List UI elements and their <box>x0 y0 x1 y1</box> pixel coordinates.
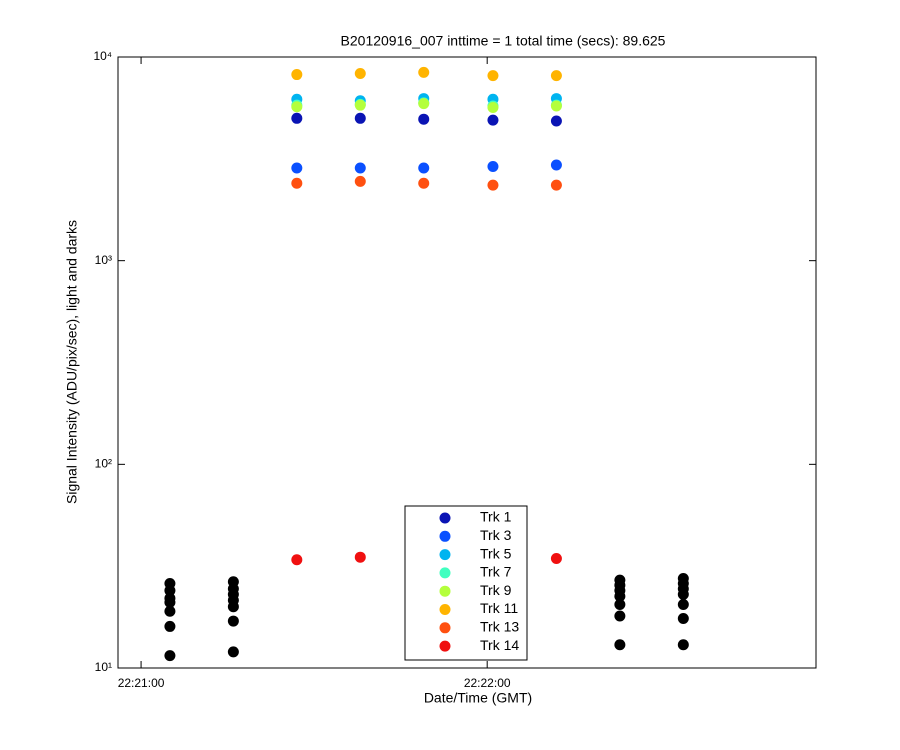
point <box>418 113 430 125</box>
point <box>550 115 562 127</box>
legend-marker <box>439 530 451 542</box>
point <box>354 551 366 563</box>
legend-label: Trk 9 <box>480 582 512 598</box>
point <box>354 67 366 79</box>
legend-label: Trk 5 <box>480 545 512 561</box>
legend-label: Trk 14 <box>480 637 519 653</box>
point <box>164 585 176 597</box>
point <box>677 588 689 600</box>
point <box>291 554 303 566</box>
point <box>550 70 562 82</box>
point <box>354 162 366 174</box>
point <box>614 599 626 611</box>
point <box>227 615 239 627</box>
point <box>164 605 176 617</box>
plot <box>164 66 689 662</box>
point <box>487 101 499 113</box>
point <box>677 639 689 651</box>
legend: Trk 1 Trk 3 Trk 5 Trk 7 Trk 9 Trk 11 Trk 13 Trk… <box>404 505 528 661</box>
legend-label: Trk 11 <box>480 600 518 616</box>
y-tick-label: 10¹ <box>95 660 112 674</box>
point <box>291 101 303 113</box>
point <box>614 590 626 602</box>
legend-marker <box>439 640 451 652</box>
legend-label: Trk 13 <box>480 619 519 635</box>
point <box>418 177 430 189</box>
y-axis-label: Signal Intensity (ADU/pix/sec), light an… <box>64 220 80 504</box>
point <box>487 70 499 82</box>
point <box>550 552 562 564</box>
point <box>164 596 176 608</box>
point <box>227 601 239 613</box>
point <box>227 646 239 658</box>
point <box>418 66 430 78</box>
y-tick-label: 10² <box>95 457 112 471</box>
point <box>550 179 562 191</box>
x-tick-label: 22:21:00 <box>118 676 165 690</box>
point <box>550 159 562 171</box>
point <box>354 175 366 187</box>
point <box>487 179 499 191</box>
point <box>418 98 430 110</box>
legend-marker <box>439 567 451 579</box>
legend-label: Trk 3 <box>480 527 512 543</box>
legend-label: Trk 7 <box>480 564 512 580</box>
point <box>550 100 562 112</box>
point <box>164 620 176 632</box>
x-tick-label: 22:22:00 <box>464 676 511 690</box>
point <box>614 639 626 651</box>
point <box>487 114 499 126</box>
point <box>354 112 366 124</box>
legend-box <box>404 505 528 661</box>
point <box>291 69 303 81</box>
legend-label: Trk 1 <box>480 509 512 525</box>
axes-box <box>117 56 817 669</box>
y-tick-label: 10³ <box>95 253 112 267</box>
point <box>354 99 366 111</box>
legend-marker <box>439 585 451 597</box>
point <box>614 610 626 622</box>
point <box>418 162 430 174</box>
point <box>677 599 689 611</box>
point <box>291 177 303 189</box>
point <box>487 160 499 172</box>
point <box>164 650 176 662</box>
y-tick-label: 10⁴ <box>93 49 112 63</box>
point <box>677 613 689 625</box>
point <box>291 112 303 124</box>
legend-marker <box>439 604 451 615</box>
chart-title: B20120916_007 inttime = 1 total time (se… <box>341 33 666 49</box>
legend-marker <box>439 622 451 634</box>
point <box>291 162 303 174</box>
legend-marker <box>439 549 451 561</box>
x-axis-label: Date/Time (GMT) <box>424 690 532 706</box>
legend-marker <box>439 512 451 524</box>
